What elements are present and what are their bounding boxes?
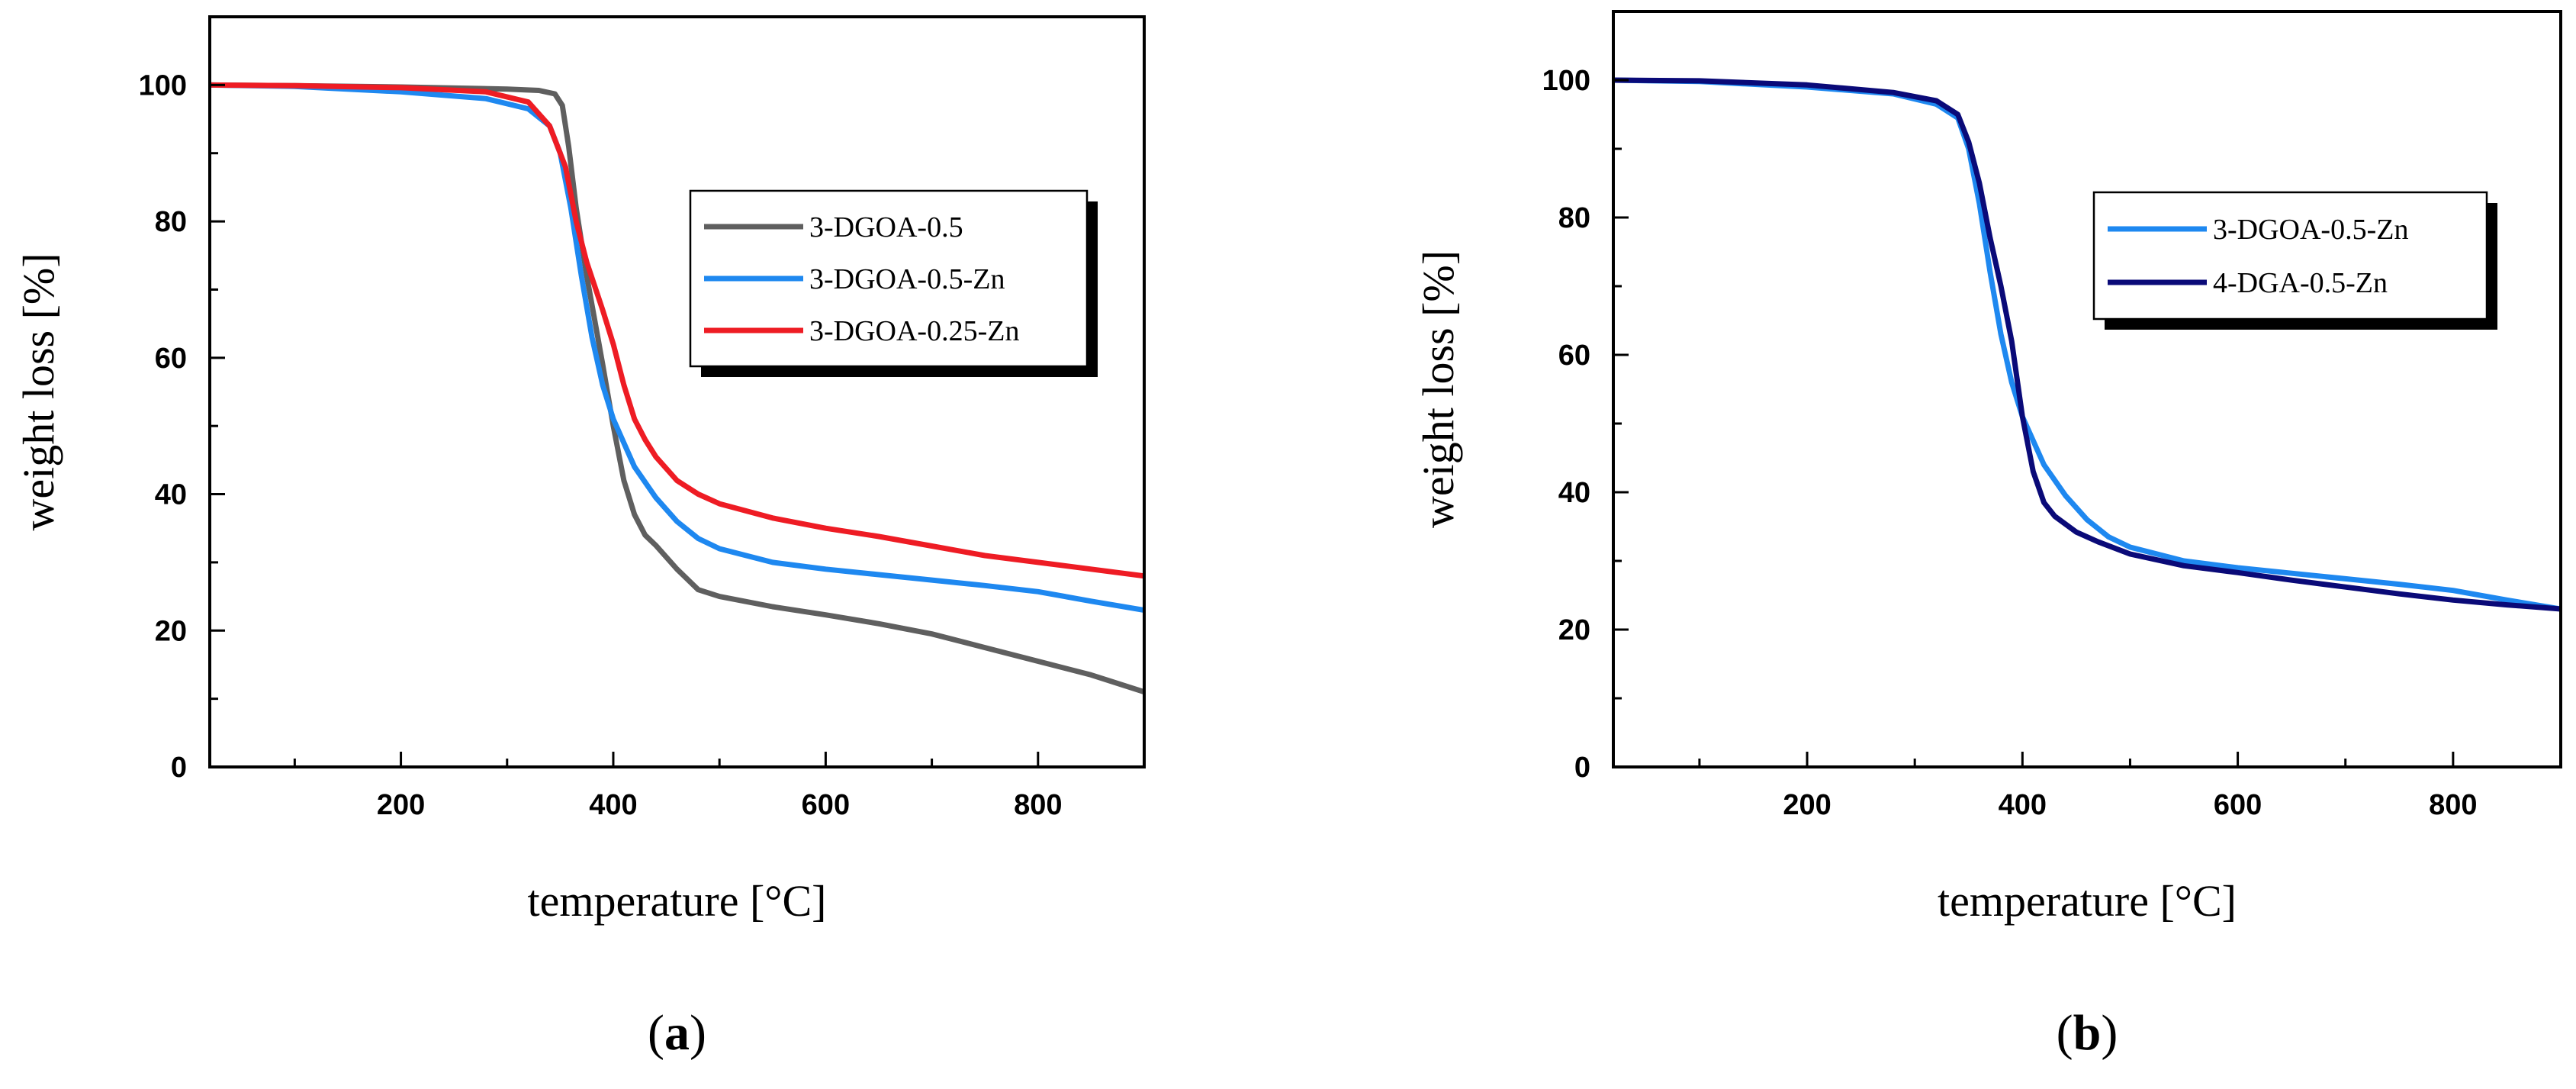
- plot-frame: [1612, 10, 2562, 768]
- x-tick-label: 800: [2429, 789, 2477, 821]
- legend-box: [2092, 191, 2488, 321]
- x-tick-label: 400: [589, 789, 637, 821]
- y-tick-label: 20: [1558, 614, 1590, 646]
- legend-label: 3-DGOA-0.25-Zn: [809, 315, 1019, 347]
- y-tick-label: 60: [155, 343, 187, 375]
- legend-label: 3-DGOA-0.5-Zn: [809, 263, 1005, 295]
- x-tick-label: 200: [1783, 789, 1831, 821]
- y-tick-label: 40: [155, 479, 187, 511]
- y-axis-title: weight loss [%]: [1413, 250, 1463, 528]
- series-group: [210, 82, 1144, 695]
- series-group: [1613, 77, 2561, 612]
- x-axis-title: temperature [°C]: [1938, 876, 2237, 926]
- panel-b: 0 20 40 60 80 100 200 400 600 800 temperature [°C]…: [1413, 10, 2562, 1061]
- y-tick-label: 80: [155, 206, 187, 238]
- y-tick-label: 100: [1542, 65, 1590, 97]
- x-tick-label: 400: [1999, 789, 2047, 821]
- x-axis-title: temperature [°C]: [528, 876, 827, 926]
- y-tick-label: 60: [1558, 340, 1590, 372]
- series-line-3-DGOA-0.25-Zn: [210, 82, 1144, 579]
- y-tick-label: 40: [1558, 477, 1590, 509]
- x-tick-label: 600: [2214, 789, 2262, 821]
- series-line-3-DGOA-0.5: [210, 82, 1144, 695]
- x-tick-label: 800: [1014, 789, 1062, 821]
- panel-a: 0 20 40 60 80 100 200 400 600 800 temperature [°C]…: [14, 15, 1146, 1061]
- y-tick-label: 20: [155, 615, 187, 647]
- panel-label: (b): [2057, 1005, 2118, 1061]
- y-tick-label: 100: [139, 69, 187, 101]
- x-tick-label: 600: [802, 789, 850, 821]
- legend-label: 3-DGOA-0.5-Zn: [2213, 214, 2408, 246]
- legend-label: 4-DGA-0.5-Zn: [2213, 267, 2388, 299]
- legend-label: 3-DGOA-0.5: [809, 211, 963, 243]
- y-tick-label: 80: [1558, 202, 1590, 234]
- y-axis-title: weight loss [%]: [14, 253, 63, 530]
- series-line-3-DGOA-0.5-Zn: [1613, 77, 2561, 612]
- series-line-4-DGA-0.5-Zn: [1613, 77, 2561, 612]
- panel-label: (a): [648, 1005, 706, 1061]
- series-line-3-DGOA-0.5-Zn: [210, 82, 1144, 613]
- y-tick-label: 0: [171, 752, 187, 784]
- plot-frame: [208, 15, 1146, 768]
- legend: 3-DGOA-0.5-Zn 4-DGA-0.5-Zn: [2092, 191, 2497, 330]
- y-tick-label: 0: [1574, 752, 1590, 784]
- legend: 3-DGOA-0.5 3-DGOA-0.5-Zn 3-DGOA-0.25-Zn: [689, 189, 1098, 377]
- x-tick-label: 200: [377, 789, 425, 821]
